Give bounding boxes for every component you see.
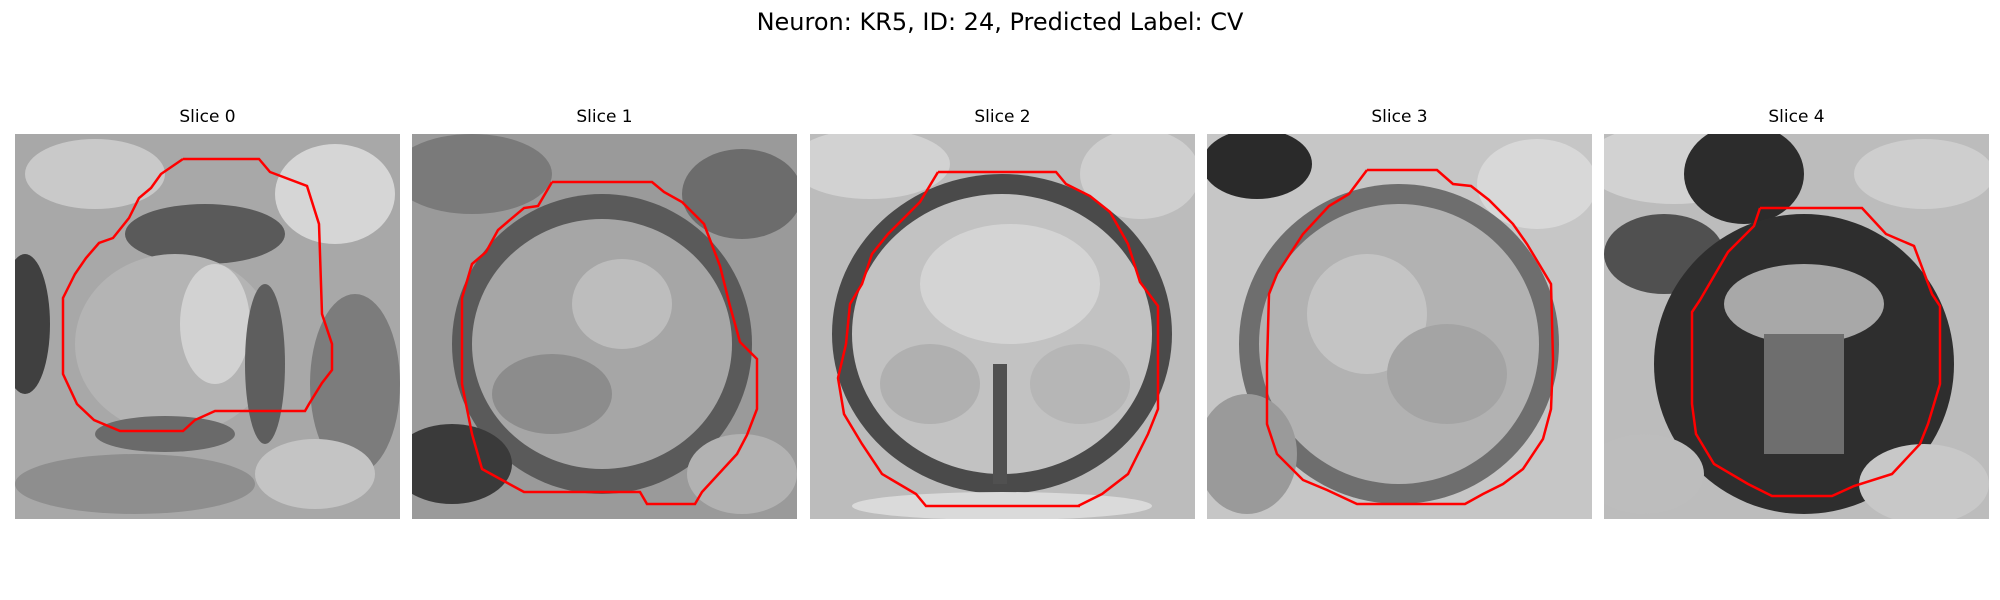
slice-image-2 [810, 134, 1195, 519]
slice-title-4: Slice 4 [1768, 107, 1825, 127]
slice-panel-3: Slice 3 [1207, 107, 1592, 527]
contour-0 [61, 157, 334, 433]
contour-2 [836, 170, 1160, 508]
contour-1 [460, 180, 759, 506]
slice-image-1 [412, 134, 797, 519]
slice-image-4 [1604, 134, 1989, 519]
slice-panel-2: Slice 2 [810, 107, 1195, 527]
slice-title-3: Slice 3 [1371, 107, 1428, 127]
slice-panel-1: Slice 1 [412, 107, 797, 527]
slice-image-0 [15, 134, 400, 519]
slice-title-1: Slice 1 [576, 107, 633, 127]
slice-image-3 [1207, 134, 1592, 519]
figure-title: Neuron: KR5, ID: 24, Predicted Label: CV [756, 8, 1244, 36]
contour-4 [1690, 206, 1942, 498]
slice-panel-4: Slice 4 [1604, 107, 1989, 527]
slice-title-2: Slice 2 [974, 107, 1031, 127]
slice-panel-0: Slice 0 [15, 107, 400, 527]
slice-title-0: Slice 0 [179, 107, 236, 127]
contour-3 [1265, 168, 1555, 506]
